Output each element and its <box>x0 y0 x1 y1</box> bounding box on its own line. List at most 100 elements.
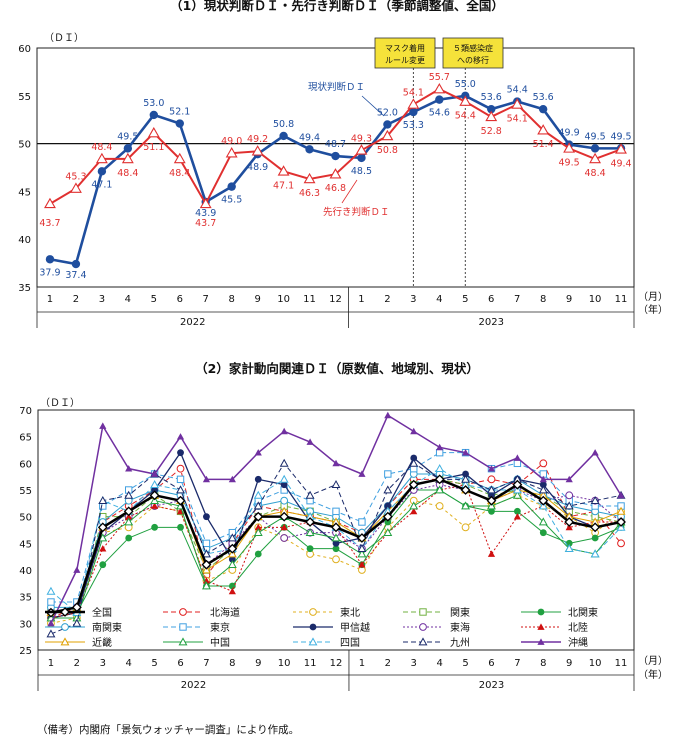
data-label-outlook: 48.4 <box>584 168 605 179</box>
data-point-0 <box>201 559 212 570</box>
data-label-current: 49.5 <box>584 131 605 142</box>
chart-1-ytick-label: 45 <box>18 187 31 198</box>
data-point-14 <box>332 459 340 467</box>
data-point-13 <box>176 485 185 494</box>
data-label-current: 50.8 <box>273 119 294 130</box>
data-point-14 <box>47 619 55 627</box>
data-point-outlook <box>277 165 290 176</box>
data-point-6 <box>358 518 366 526</box>
data-point-14 <box>539 475 547 483</box>
legend-entry-label: 近畿 <box>92 636 112 649</box>
data-label-outlook: 54.1 <box>403 87 424 98</box>
data-point-current <box>383 120 392 129</box>
data-point-12 <box>253 490 263 499</box>
data-point-4 <box>591 534 599 542</box>
data-point-11 <box>409 501 419 510</box>
data-point-11 <box>512 490 522 499</box>
data-label-outlook: 48.4 <box>117 168 138 179</box>
chart-2-xtick-label: 6 <box>488 658 494 669</box>
data-point-0 <box>356 533 367 543</box>
data-point-current <box>435 95 444 104</box>
data-point-13 <box>72 618 82 627</box>
data-point-outlook <box>251 145 264 156</box>
data-label-outlook: 55.7 <box>429 72 450 83</box>
data-point-0 <box>97 522 108 533</box>
data-point-2 <box>435 502 444 510</box>
data-label-outlook: 51.4 <box>533 139 554 150</box>
chart-1-plot-frame <box>36 47 635 288</box>
data-label-current: 54.6 <box>429 108 450 119</box>
data-label-outlook: 49.3 <box>351 133 372 144</box>
legend-entry-label: 甲信越 <box>340 621 370 634</box>
data-point-0 <box>434 474 445 485</box>
data-point-9 <box>513 513 521 520</box>
chart-2-xtick-label: 4 <box>436 658 442 669</box>
legend-entry-label: 北陸 <box>568 621 588 634</box>
chart-2-ytick-label: 55 <box>19 486 32 497</box>
chart-1-ytick-label: 50 <box>18 140 31 151</box>
legend-entry-label: 東京 <box>210 621 230 634</box>
data-point-outlook <box>329 168 342 179</box>
data-label-outlook: 54.1 <box>507 113 528 124</box>
data-point-11 <box>227 560 237 569</box>
data-point-0 <box>331 522 341 533</box>
chart-1-ytick-label: 35 <box>18 283 31 294</box>
data-label-outlook: 50.8 <box>377 145 398 156</box>
data-label-outlook: 46.8 <box>325 183 346 194</box>
data-point-current <box>71 259 81 269</box>
chart-1-xtick-label: 9 <box>254 294 260 305</box>
chart-1-xtick-label: 5 <box>151 294 157 305</box>
data-point-12 <box>279 474 289 483</box>
data-point-1 <box>176 464 185 473</box>
data-point-outlook <box>589 152 602 164</box>
chart-1-ytick-label: 40 <box>18 235 31 246</box>
data-point-7 <box>384 502 392 510</box>
data-point-outlook <box>407 98 420 109</box>
data-point-11 <box>150 496 160 505</box>
annotation-class5-line2: への移行 <box>457 55 489 65</box>
data-point-outlook <box>355 144 368 155</box>
data-point-0 <box>175 495 186 506</box>
data-point-7 <box>462 470 469 478</box>
chart-1-xtick-label: 7 <box>514 294 520 305</box>
data-label-current: 53.3 <box>403 120 424 131</box>
chart-1-xtick-label: 5 <box>462 294 468 305</box>
data-point-4 <box>306 545 314 553</box>
data-point-6 <box>176 475 185 484</box>
data-point-outlook <box>485 110 498 122</box>
data-point-12 <box>150 480 160 489</box>
data-point-5 <box>280 496 289 505</box>
data-point-current <box>590 144 600 153</box>
data-point-0 <box>123 506 134 517</box>
chart-1-xtick-label: 4 <box>125 294 131 305</box>
data-label-current: 48.5 <box>351 166 372 177</box>
data-point-9 <box>151 502 159 509</box>
chart-1-xtick-label: 6 <box>177 294 183 305</box>
data-point-6 <box>202 539 211 548</box>
data-point-14 <box>410 427 418 435</box>
chart-1: （1）現状判断ＤＩ・先行き判断ＤＩ（季節調整値、全国） （ＤＩ） 3540455… <box>18 0 668 328</box>
data-point-4 <box>488 507 495 515</box>
legend-entry-label: 東北 <box>340 606 360 619</box>
legend-entry-label: 関東 <box>450 606 470 619</box>
chart-1-xtick-label: 12 <box>329 294 342 305</box>
chart-2-year-unit: （年） <box>638 668 668 681</box>
data-label-current: 52.0 <box>377 107 398 118</box>
data-point-13 <box>201 549 211 558</box>
chart-2-xtick-label: 8 <box>229 658 235 669</box>
chart-2-month-unit: （月） <box>638 655 668 667</box>
legend-swatch-marker <box>419 623 427 631</box>
chart-2-xtick-label: 5 <box>462 658 468 669</box>
data-point-14 <box>280 427 288 435</box>
data-point-12 <box>564 544 574 553</box>
chart-2-xtick-label: 1 <box>359 658 365 669</box>
data-point-11 <box>357 549 367 558</box>
data-label-outlook: 49.2 <box>247 134 268 145</box>
legend-swatch-marker <box>419 608 427 616</box>
data-point-13 <box>279 458 289 467</box>
chart-2-xtick-label: 10 <box>278 658 291 669</box>
data-label-current: 54.4 <box>507 85 528 96</box>
data-point-6 <box>332 507 340 516</box>
data-point-14 <box>306 438 314 445</box>
data-point-11 <box>487 501 496 510</box>
